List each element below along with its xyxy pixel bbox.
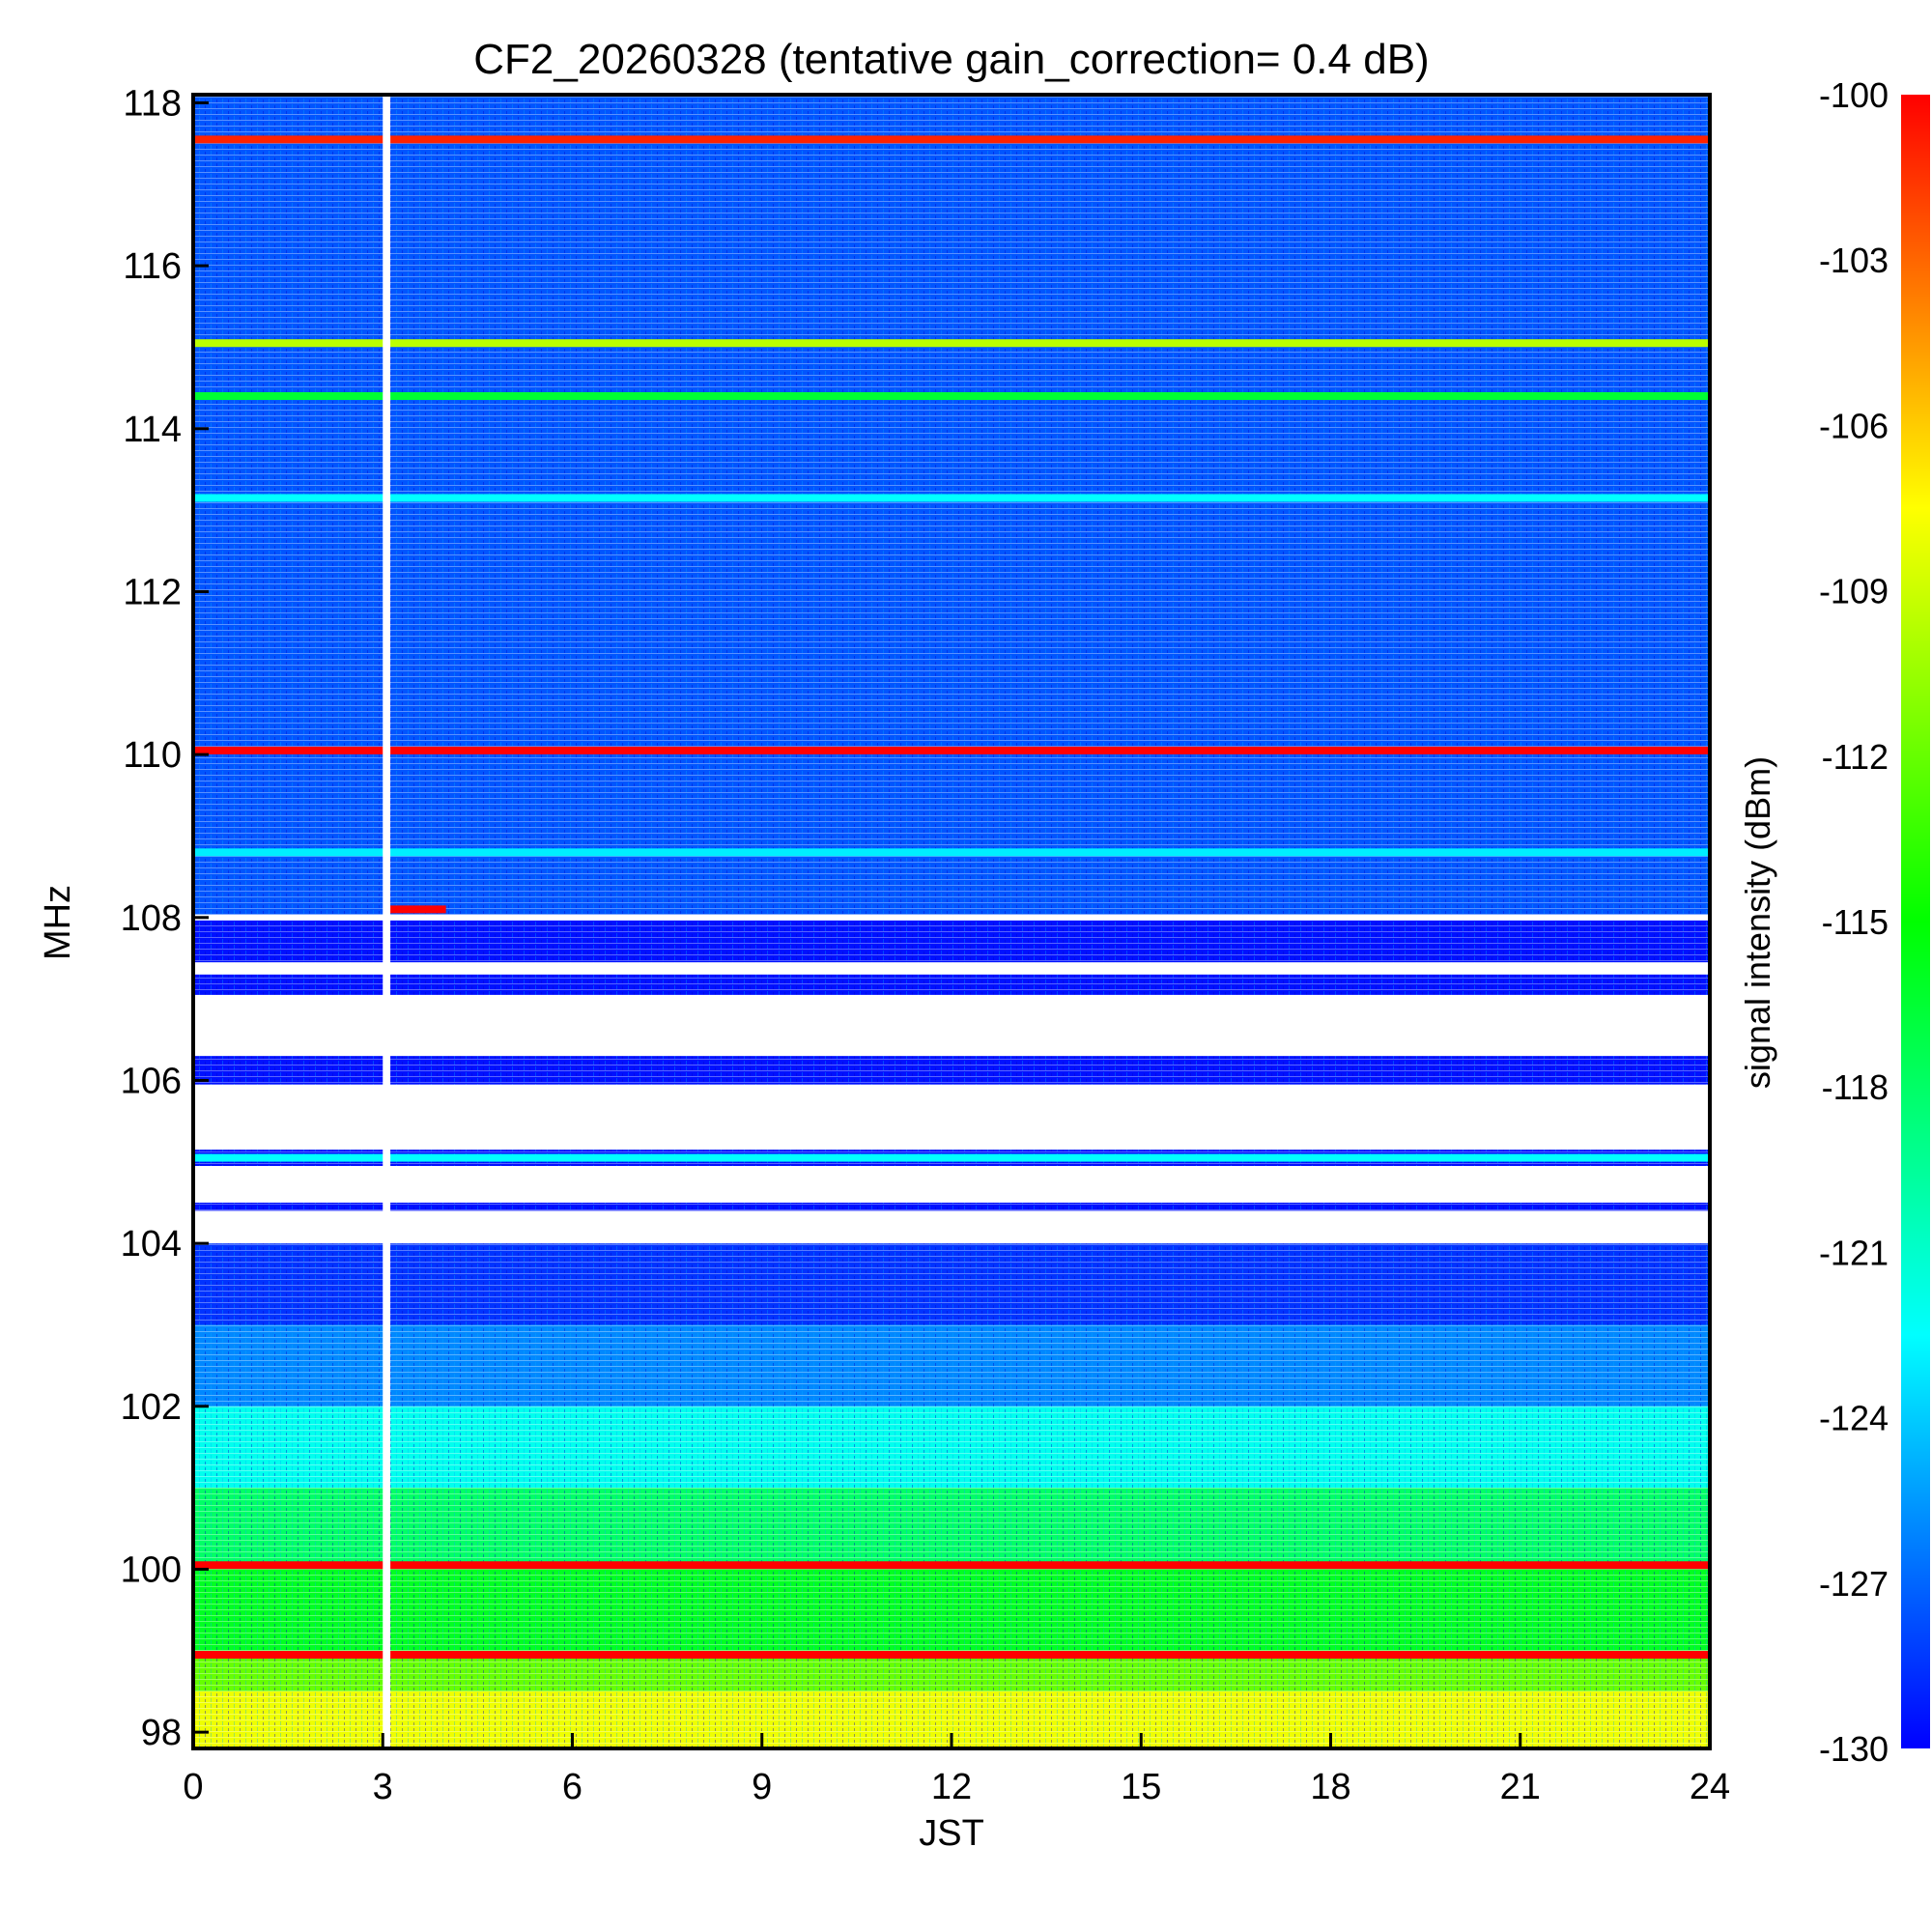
- colorbar-tick-label: -109: [1819, 572, 1889, 611]
- colorbar-tick-label: -115: [1822, 902, 1889, 942]
- x-axis: 0 3 6 9 12 15 18 21 24: [183, 1733, 1730, 1807]
- y-tick-label: 104: [121, 1224, 182, 1264]
- x-tick-label: 21: [1500, 1767, 1541, 1807]
- y-tick-label: 102: [121, 1387, 182, 1428]
- data-gap: [383, 95, 391, 1748]
- band-boundary-108: [193, 914, 1710, 921]
- colorbar-label: signal intensity (dBm): [1738, 756, 1777, 1089]
- x-tick-label: 3: [373, 1767, 393, 1807]
- y-axis-label: MHz: [38, 885, 78, 960]
- x-axis-label: JST: [919, 1813, 984, 1854]
- no-data-region-2: [193, 1084, 1710, 1151]
- colorbar: [1901, 95, 1930, 1748]
- colorbar-tick-label: -100: [1819, 75, 1889, 115]
- colorbar-tick-label: -106: [1819, 406, 1889, 445]
- carrier-line-8: [193, 1561, 1710, 1570]
- carrier-line-7: [193, 1153, 1710, 1162]
- colorbar-tick-label: -130: [1819, 1729, 1889, 1769]
- colorbar-tick-label: -118: [1822, 1067, 1889, 1107]
- no-data-region-4: [193, 1210, 1710, 1244]
- y-tick-label: 118: [123, 83, 182, 124]
- colorbar-tick-label: -112: [1822, 737, 1889, 777]
- colorbar-tick-label: -124: [1819, 1399, 1889, 1438]
- colorbar-ticks: -100 -103 -106 -109 -112 -115 -118 -121 -124 -127…: [1819, 75, 1889, 1769]
- y-tick-label: 100: [121, 1549, 182, 1590]
- plot-area: [193, 95, 1710, 1748]
- y-tick-label: 116: [123, 246, 182, 287]
- carrier-line-6: [388, 905, 446, 914]
- y-tick-label: 108: [121, 898, 182, 939]
- carrier-line-2: [193, 392, 1710, 401]
- carrier-line-9: [193, 1651, 1710, 1660]
- carrier-line-1: [193, 339, 1710, 348]
- x-tick-label: 12: [931, 1767, 972, 1807]
- chart-title: CF2_20260328 (tentative gain_correction=…: [473, 36, 1429, 83]
- x-tick-label: 9: [752, 1767, 772, 1807]
- colorbar-tick-label: -121: [1819, 1233, 1889, 1272]
- colorbar-tick-label: -103: [1819, 241, 1889, 280]
- no-data-region-1: [193, 994, 1710, 1057]
- noise-texture: [193, 95, 1710, 1748]
- y-tick-label: 114: [123, 410, 182, 450]
- carrier-line-0: [193, 135, 1710, 144]
- no-data-region-3: [193, 1166, 1710, 1203]
- x-tick-label: 15: [1121, 1767, 1161, 1807]
- colorbar-tick-label: -127: [1819, 1564, 1889, 1604]
- x-tick-label: 6: [562, 1767, 582, 1807]
- x-tick-label: 18: [1310, 1767, 1350, 1807]
- no-data-region-0: [193, 962, 1710, 975]
- carrier-line-5: [193, 848, 1710, 857]
- y-tick-label: 98: [141, 1713, 182, 1753]
- y-tick-label: 106: [121, 1061, 182, 1101]
- y-tick-label: 110: [123, 735, 182, 776]
- carrier-line-3: [193, 494, 1710, 502]
- carrier-line-4: [193, 746, 1710, 754]
- x-tick-label: 0: [183, 1767, 203, 1807]
- x-tick-label: 24: [1690, 1767, 1730, 1807]
- y-tick-label: 112: [123, 572, 182, 612]
- y-axis: 98 100 102 104 106 108 110 112 114 116 118: [121, 83, 209, 1753]
